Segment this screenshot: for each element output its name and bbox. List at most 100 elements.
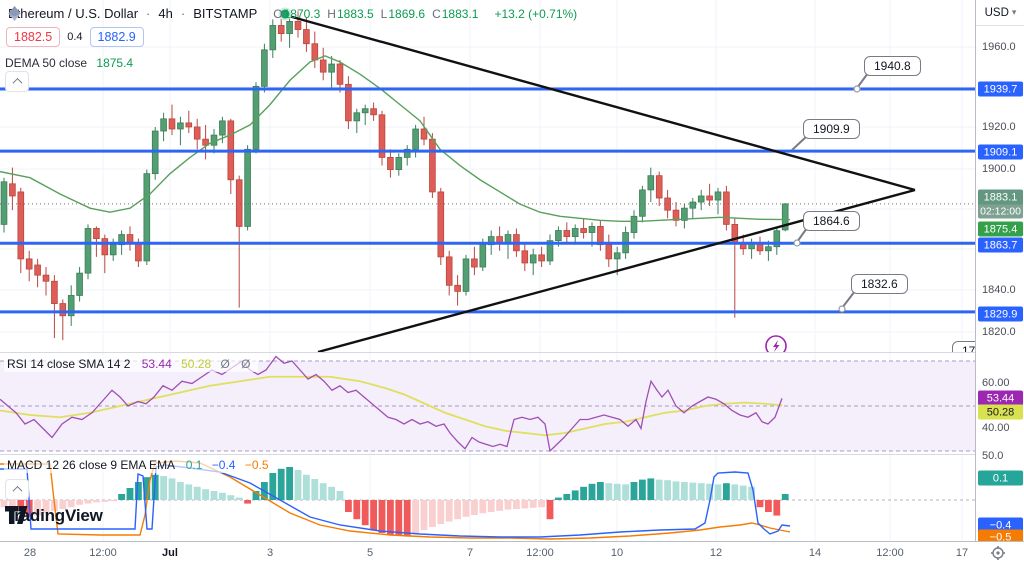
price-axis-badge[interactable]: 1829.9 (978, 306, 1023, 322)
macd-histogram-bar (328, 486, 335, 500)
trendline-descending[interactable] (284, 13, 916, 192)
price-tick: 1840.0 (982, 284, 1016, 296)
candle (319, 47, 327, 81)
macd-histogram-bar (496, 500, 503, 511)
exchange-label[interactable]: BITSTAMP (193, 6, 258, 21)
eth-icon (8, 6, 21, 21)
price-chart-canvas[interactable] (0, 0, 975, 352)
price-tick: 60.00 (982, 377, 1010, 389)
macd-histogram-bar (244, 500, 251, 504)
time-tick: Jul (162, 547, 178, 559)
collapse-macd-pane-button[interactable] (5, 479, 29, 500)
callout-tail (841, 290, 856, 309)
macd-histogram-bar (773, 500, 781, 516)
candle (51, 275, 58, 339)
macd-histogram-bar (160, 476, 167, 500)
macd-histogram-bar (681, 482, 688, 500)
macd-histogram-bar (420, 500, 428, 530)
macd-histogram-bar (277, 468, 285, 500)
price-callout-label-clipped[interactable]: 179 (952, 341, 975, 352)
pane-separator[interactable] (0, 454, 1024, 455)
candle (546, 234, 554, 266)
bid-price[interactable]: 1882.5 (6, 27, 61, 47)
candle (202, 124, 209, 160)
macd-histogram-bar (135, 482, 142, 500)
symbol-title[interactable]: Ethereum / U.S. Dollar (8, 6, 139, 21)
macd-legend[interactable]: MACD 12 26 close 9 EMA EMA 0.1 −0.4 −0.5 (4, 457, 272, 473)
callout-anchor-handle[interactable] (838, 305, 846, 313)
macd-histogram-bar (571, 490, 579, 500)
price-axis[interactable]: USD ▾ 1960.0 1920.0 1900.0 1840.0 1820.0 60.0… (975, 0, 1024, 545)
price-callout-label[interactable]: 1909.9 (803, 119, 860, 139)
macd-histogram-bar (345, 500, 352, 512)
macd-histogram-bar (521, 500, 529, 509)
dema-line[interactable] (0, 55, 791, 223)
price-axis-badge[interactable]: 0.1 (978, 470, 1023, 486)
macd-signal-line[interactable] (0, 460, 791, 540)
time-tick: 3 (266, 547, 274, 559)
bar-countdown: 02:12:00 (978, 204, 1023, 219)
macd-histogram-bar (639, 479, 646, 500)
price-axis-badge[interactable]: 1863.7 (978, 237, 1023, 253)
candle (67, 285, 75, 326)
macd-signal-value: −0.5 (244, 458, 269, 472)
macd-histogram-bar (370, 500, 377, 530)
callout-anchor-handle[interactable] (793, 239, 801, 247)
price-tick: 1920.0 (982, 121, 1016, 133)
price-axis-badge[interactable]: 1875.4 (978, 221, 1023, 237)
currency-selector[interactable]: USD ▾ (976, 0, 1024, 26)
macd-canvas[interactable] (0, 455, 975, 541)
tradingview-logo[interactable]: TradingView (5, 506, 103, 526)
interval-label[interactable]: 4h (158, 6, 173, 21)
time-tick: 12:00 (89, 547, 117, 559)
rsi-canvas[interactable] (0, 353, 975, 454)
macd-histogram-bar (597, 482, 604, 500)
rsi-line[interactable] (0, 355, 783, 453)
symbol-header: Ethereum / U.S. Dollar · 4h · BITSTAMP O… (8, 6, 578, 21)
price-axis-badge[interactable]: 1909.1 (978, 144, 1023, 160)
candle (143, 169, 151, 266)
price-axis-badge[interactable]: 50.28 (978, 404, 1023, 420)
ask-price[interactable]: 1882.9 (89, 27, 144, 47)
price-axis-badge[interactable]: 1939.7 (978, 81, 1023, 97)
macd-hist-value: 0.1 (185, 458, 203, 472)
price-callout-label[interactable]: 1940.8 (864, 56, 921, 76)
time-tick: 12:00 (876, 547, 904, 559)
candle (311, 31, 319, 69)
macd-histogram-bar (294, 470, 302, 500)
time-tick: 10 (610, 547, 624, 559)
collapse-main-pane-button[interactable] (5, 71, 29, 92)
gear-icon[interactable] (990, 545, 1006, 561)
macd-histogram-bar (538, 500, 545, 508)
ohlc-key: C (432, 6, 441, 21)
candle (244, 145, 251, 231)
candle (151, 126, 159, 180)
ohlc-key: H (327, 6, 336, 21)
candle (361, 104, 369, 125)
macd-histogram-bar (185, 484, 193, 500)
price-axis-badge[interactable]: 53.44 (978, 390, 1023, 406)
spread-value: 0.4 (67, 31, 83, 43)
rsi-legend[interactable]: RSI 14 close SMA 14 2 53.44 50.28 Ø Ø (4, 356, 258, 372)
candle (454, 275, 461, 306)
price-axis-badge[interactable]: −0.5 (978, 529, 1023, 545)
time-tick: 12 (709, 547, 723, 559)
macd-line[interactable] (0, 464, 791, 538)
trendline-anchor-dot[interactable] (278, 7, 292, 21)
current-price-badge[interactable]: 1883.1 02:12:00 (978, 189, 1023, 219)
candle (227, 118, 235, 194)
candle (462, 254, 470, 296)
price-callout-label[interactable]: 1832.6 (851, 274, 908, 294)
ohlc-value: 1883.1 (441, 6, 479, 21)
rsi-sma-line[interactable] (0, 375, 783, 437)
price-callout-label[interactable]: 1864.6 (803, 211, 860, 231)
dema-legend[interactable]: DEMA 50 close 1875.4 (5, 56, 133, 70)
pane-separator[interactable] (0, 352, 1024, 353)
macd-histogram-bar (109, 500, 117, 502)
time-axis[interactable]: 28 12:00 Jul 3 5 7 12:00 10 12 14 12:00 17 (0, 541, 1024, 564)
candle (378, 110, 386, 166)
price-axis-badge[interactable]: −0.4 (978, 517, 1023, 533)
callout-anchor-handle[interactable] (853, 85, 861, 93)
macd-histogram-bar (563, 494, 571, 500)
